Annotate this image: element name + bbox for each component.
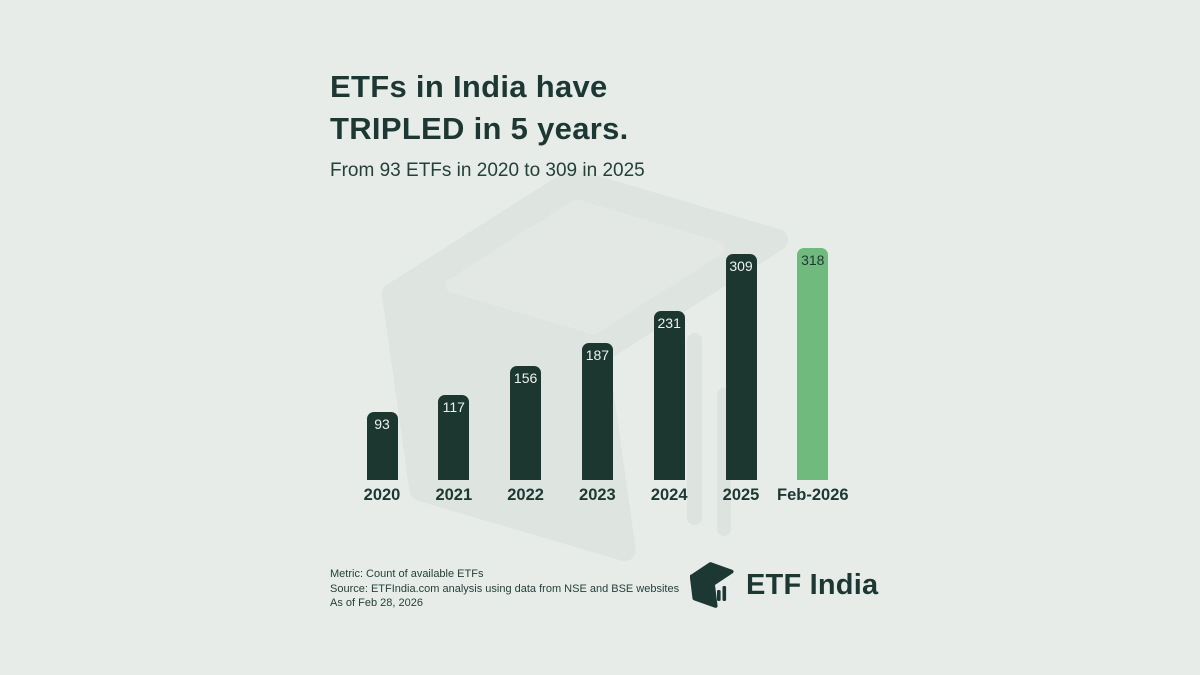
x-axis-label-2024: 2024	[650, 486, 688, 504]
x-axis-label-2025: 2025	[722, 486, 760, 504]
bar-value-label: 117	[442, 399, 465, 415]
brand-logo: ETF India	[690, 561, 878, 609]
ghost-bar-decoration	[687, 333, 702, 525]
footnote-as-of: As of Feb 28, 2026	[330, 597, 423, 609]
bar-value-label: 187	[585, 347, 610, 363]
x-axis-label-2023: 2023	[579, 486, 616, 504]
x-axis-label-2021: 2021	[435, 486, 473, 504]
bar-2024: 231	[653, 311, 685, 480]
page-title-line-1: ETFs in India have	[330, 69, 608, 104]
logo-text: ETF India	[746, 568, 879, 601]
bar-2025: 309	[725, 254, 757, 480]
bar-value-label: 93	[374, 416, 390, 432]
bar-value-label: 318	[801, 252, 825, 268]
bar-2021: 117	[438, 395, 470, 480]
footnote-source: Source: ETFIndia.com analysis using data…	[330, 582, 680, 595]
footnotes: Metric: Count of available ETFs Source: …	[330, 567, 679, 611]
x-axis-label-2022: 2022	[507, 486, 544, 504]
bar-value-label: 309	[729, 258, 753, 274]
page-subtitle: From 93 ETFs in 2020 to 309 in 2025	[330, 160, 645, 181]
bar-value-label: 156	[513, 370, 538, 386]
x-axis-label-Feb-2026: Feb-2026	[777, 486, 849, 504]
bar-2020: 93	[366, 412, 398, 480]
bar-value-label: 231	[657, 315, 681, 331]
header: ETFs in India have TRIPLED in 5 years. F…	[330, 66, 645, 182]
cube-with-bars-icon	[690, 562, 734, 608]
bar-2023: 187	[581, 343, 613, 480]
x-axis-label-2020: 2020	[363, 486, 401, 504]
bar-2022: 156	[510, 366, 542, 480]
bar-Feb-2026: 318	[797, 248, 829, 480]
footnote-metric: Metric: Count of available ETFs	[330, 568, 484, 580]
page-title-line-2: TRIPLED in 5 years.	[330, 111, 629, 146]
